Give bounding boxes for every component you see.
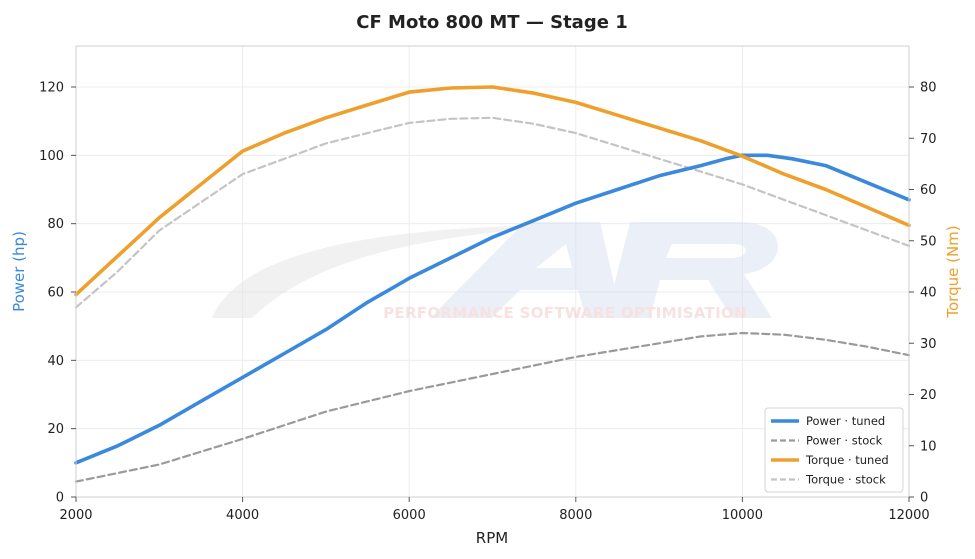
legend-label-power-tuned: Power · tuned (806, 414, 885, 428)
x-tick-label: 4000 (226, 508, 259, 523)
y-right-tick-label: 0 (920, 491, 928, 506)
x-tick-label: 6000 (393, 508, 426, 523)
y-right-tick-label: 30 (920, 337, 937, 352)
legend-label-torque-stock: Torque · stock (805, 473, 886, 487)
series-line-power-tuned (74, 153, 911, 465)
series-lines (74, 85, 911, 483)
y-right-tick-label: 60 (920, 183, 937, 198)
y-axis-left-label: Power (hp) (10, 231, 28, 312)
legend: Power · tuned Power · stock Torque · tuned… (764, 407, 904, 493)
y-left-tick-label: 80 (47, 217, 64, 232)
y-left-tick-label: 0 (56, 491, 64, 506)
watermark-logo-letter-a (430, 222, 622, 318)
watermark-logo-swoosh (212, 226, 560, 318)
y-right-tick-label: 50 (920, 234, 937, 249)
x-tick-label: 2000 (59, 508, 92, 523)
y-left-tick-label: 100 (39, 149, 64, 164)
watermark-text: PERFORMANCE SOFTWARE OPTIMISATION (383, 304, 747, 322)
series-line-torque-stock (74, 116, 911, 309)
x-tick-label: 12000 (888, 508, 929, 523)
y-axis-right: 0 10 20 30 40 50 60 70 80 (909, 81, 937, 506)
legend-label-torque-tuned: Torque · tuned (805, 453, 889, 467)
x-axis: 2000 4000 6000 8000 10000 12000 (59, 497, 930, 523)
series-line-power-stock (74, 331, 911, 483)
watermark: PERFORMANCE SOFTWARE OPTIMISATION (212, 222, 779, 322)
watermark-logo-letter-r (606, 222, 779, 318)
y-left-tick-label: 20 (47, 422, 64, 437)
legend-box (764, 407, 904, 493)
y-right-tick-label: 80 (920, 81, 937, 96)
y-right-tick-label: 10 (920, 439, 937, 454)
series-line-torque-tuned (74, 85, 911, 297)
legend-label-power-stock: Power · stock (806, 434, 883, 448)
x-tick-label: 10000 (722, 508, 763, 523)
y-axis-left: 0 20 40 60 80 100 120 (39, 81, 76, 506)
y-axis-right-label: Torque (Nm) (944, 225, 962, 318)
x-tick-label: 8000 (559, 508, 592, 523)
y-right-tick-label: 40 (920, 286, 937, 301)
plot-frame (75, 45, 910, 498)
x-axis-label: RPM (476, 529, 508, 547)
y-left-tick-label: 120 (39, 81, 64, 96)
y-left-tick-label: 40 (47, 354, 64, 369)
chart-title: CF Moto 800 MT — Stage 1 (356, 12, 627, 33)
y-right-tick-label: 70 (920, 132, 937, 147)
y-right-tick-label: 20 (920, 388, 937, 403)
y-left-tick-label: 60 (47, 286, 64, 301)
